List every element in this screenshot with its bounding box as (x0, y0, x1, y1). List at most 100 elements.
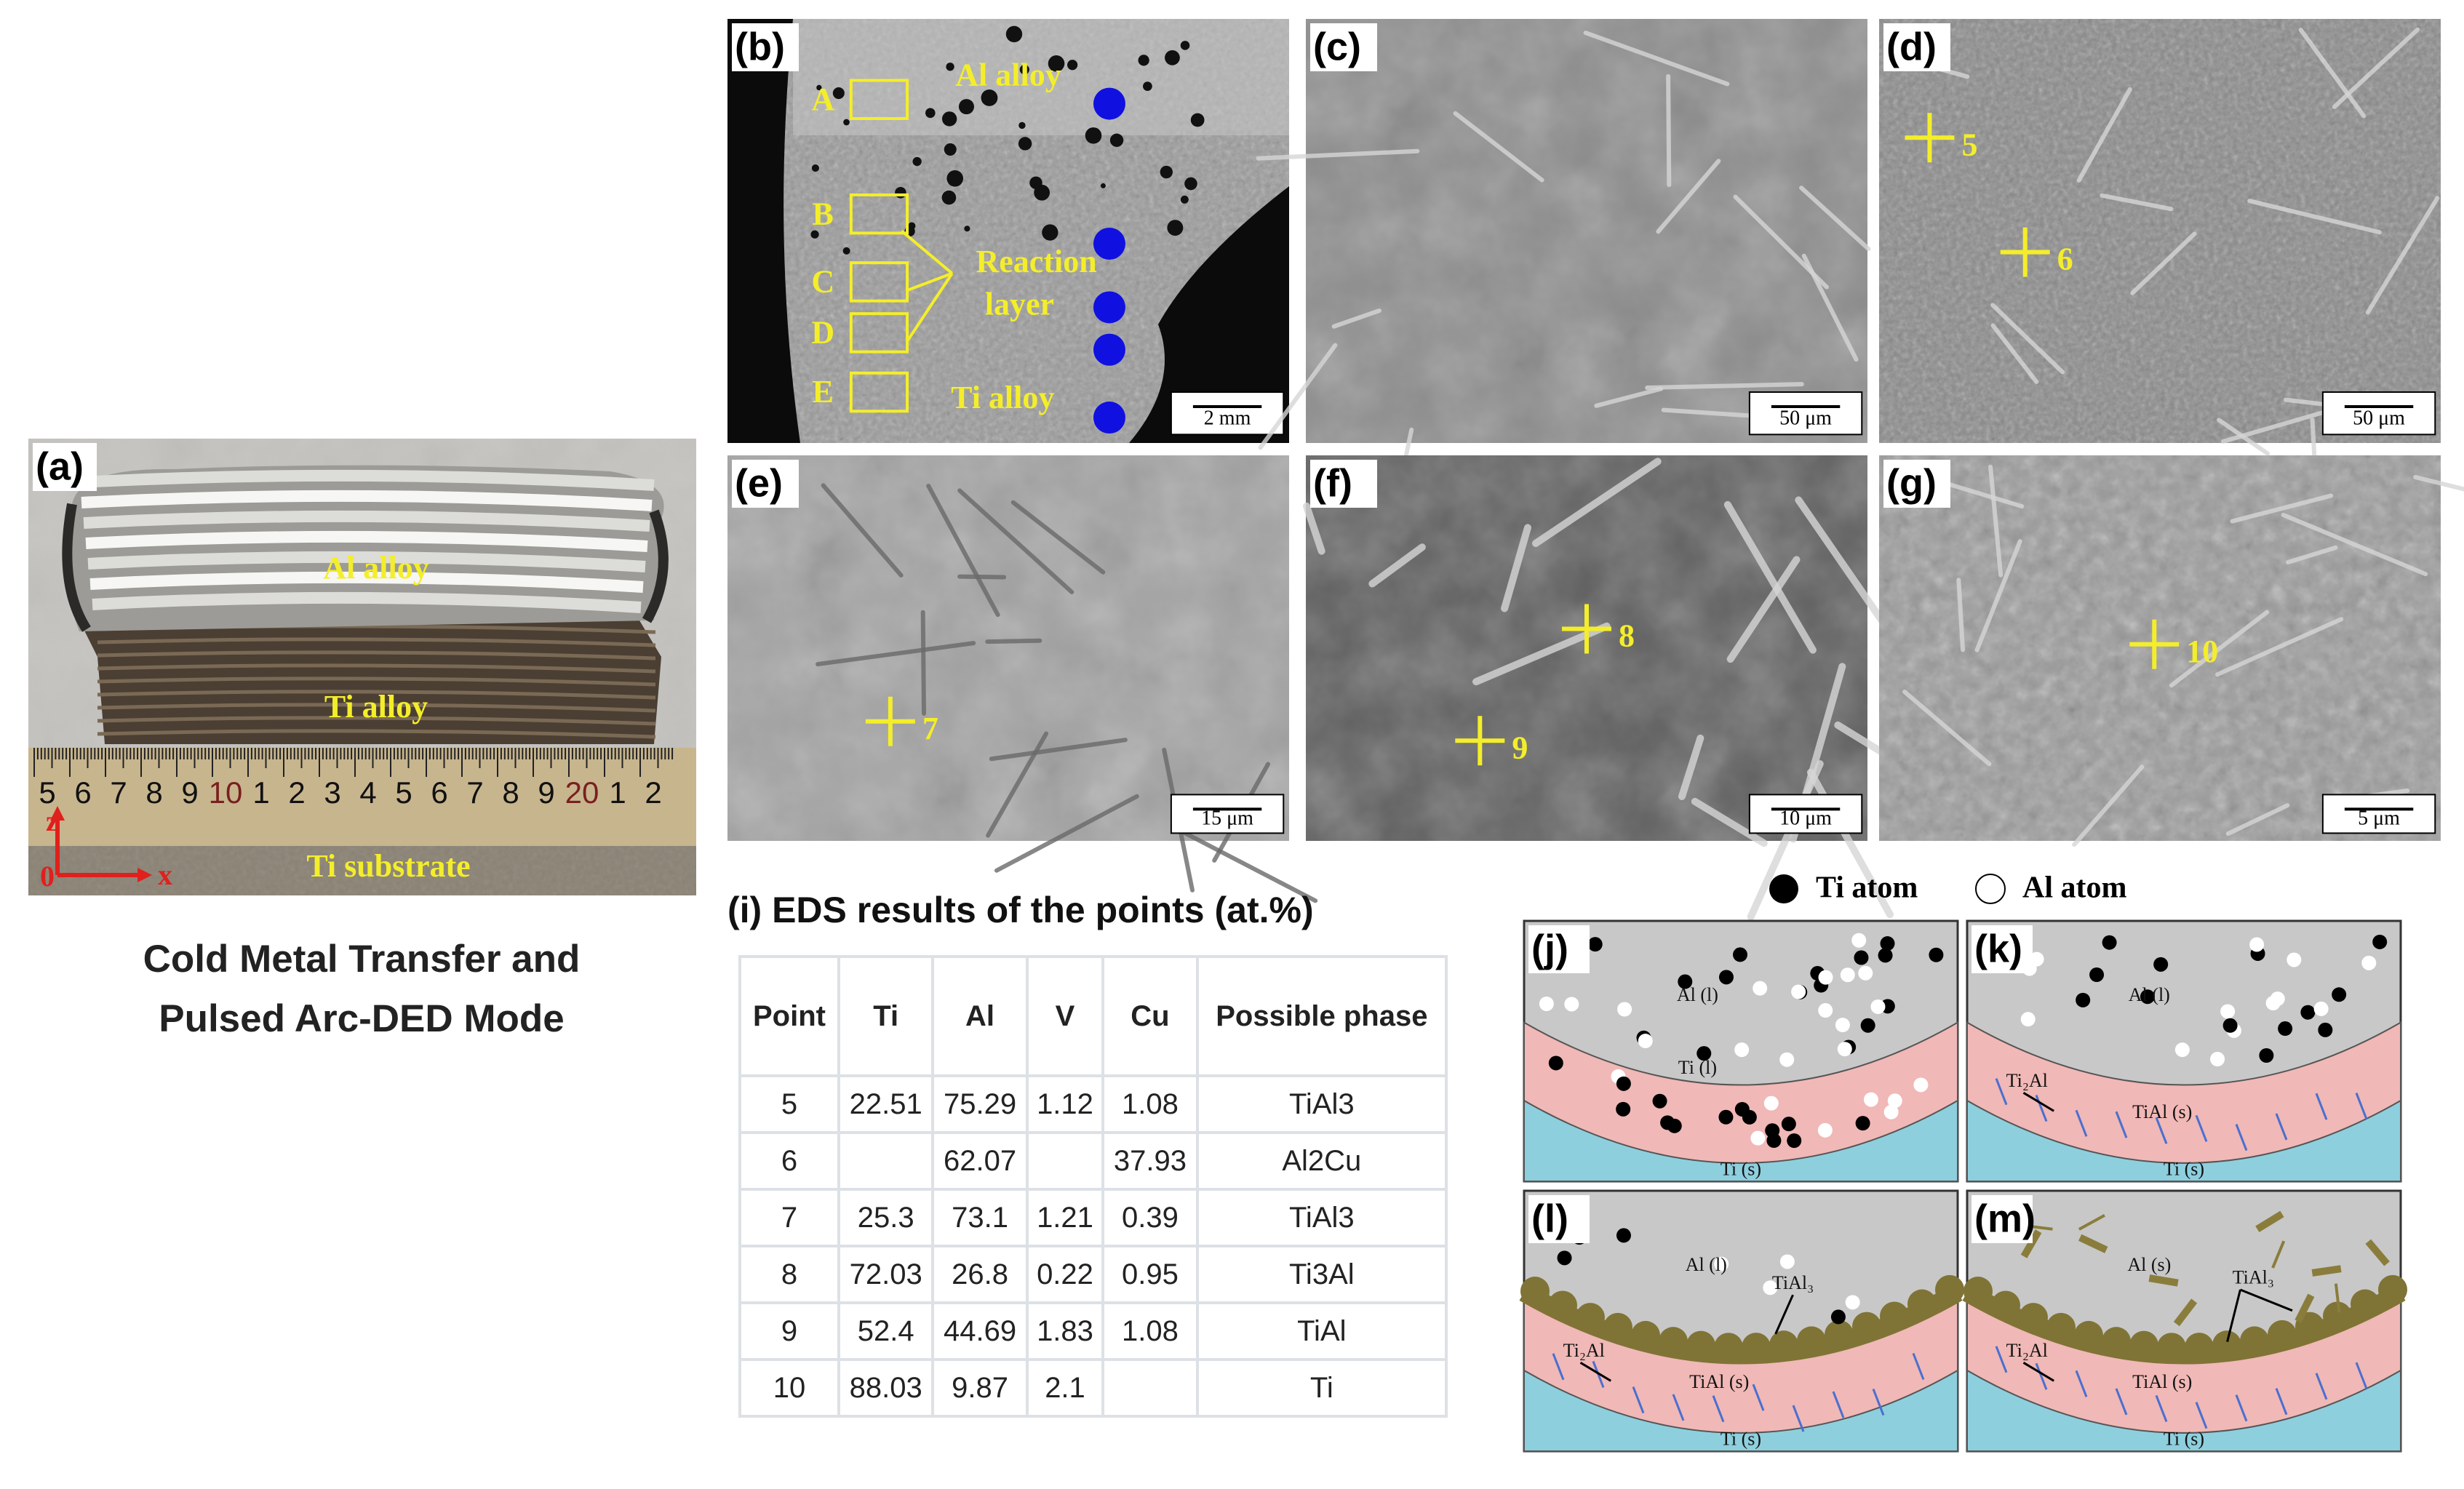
ti2al-needle (1672, 1394, 1685, 1421)
table-cell: 5 (738, 1074, 840, 1134)
ti2al-needle (2235, 1394, 2248, 1422)
header-cell: V (1025, 955, 1105, 1077)
phase-label: TiAl₃ (2233, 1267, 2274, 1288)
atom (2102, 935, 2117, 950)
panel-label-bg (1528, 925, 1590, 973)
pore (1165, 49, 1180, 65)
ruler-number: 5 (395, 775, 412, 810)
atom (1753, 981, 1768, 996)
atom (2372, 934, 2388, 949)
atom (1818, 1003, 1833, 1018)
tial3-grain (1880, 1301, 1909, 1331)
table-cell (1025, 1131, 1105, 1191)
ti2al-needle (2155, 1117, 2168, 1144)
phase-feature (1956, 578, 1966, 652)
atom (2278, 1021, 2293, 1037)
ti2al-needle (2235, 1124, 2248, 1151)
micrograph: 5 6 50 μm (d) (1879, 19, 2441, 488)
atom (1854, 950, 1869, 965)
phase-feature (985, 638, 1042, 644)
atom (1791, 984, 1806, 999)
ti-layer-line (97, 650, 656, 660)
phase-feature (2130, 231, 2197, 295)
atom (1787, 1133, 1802, 1149)
atom (1835, 1018, 1850, 1033)
eds-spot (1093, 291, 1125, 324)
ti2al-needle (1752, 1384, 1765, 1411)
schematic-panel: Al (l) TiAl₃ Ti₂Al TiAl (s) Ti (s) (l) (1519, 1189, 1964, 1453)
phase-feature (1179, 829, 1318, 903)
atom (2286, 952, 2302, 967)
tial3-needle (2255, 1210, 2284, 1232)
pore (944, 143, 957, 156)
ruler-number: 8 (502, 775, 519, 810)
atom (1858, 965, 1873, 981)
phase-feature (1368, 543, 1426, 588)
phase-feature (1583, 31, 1730, 87)
panel-label: (m) (1974, 1197, 2036, 1240)
al-layer (85, 530, 648, 552)
pore (908, 222, 916, 230)
ti-substrate (1966, 1099, 2401, 1182)
scale-bar-bg (2321, 794, 2436, 834)
legend-label: Al atom (2022, 871, 2126, 905)
layer-label: Ti alloy (324, 689, 428, 724)
ruler (28, 748, 696, 846)
micrograph-texture (727, 455, 1289, 841)
pore (1143, 81, 1152, 91)
atom (1860, 1018, 1875, 1033)
ti2al-needle (1832, 1391, 1845, 1418)
atom (2270, 991, 2285, 1007)
table-cell: 1.08 (1101, 1301, 1199, 1361)
pore (964, 225, 970, 232)
atom (1697, 1046, 1712, 1061)
ti2al-needle (2275, 1113, 2288, 1141)
tial3-needle (2334, 1283, 2341, 1313)
phase-feature (2217, 418, 2270, 456)
phase-label: Ti₂Al (1563, 1340, 1605, 1361)
atom (1734, 1101, 1750, 1117)
ti2al-needle (2115, 1388, 2128, 1416)
tial3-grain (2351, 1289, 2380, 1319)
ti2al-needle (2315, 1373, 2328, 1400)
ti-layer-line (97, 703, 656, 713)
al-layer (81, 490, 653, 511)
atom (1763, 1095, 1779, 1111)
arrowhead (50, 806, 152, 882)
atom (2318, 1022, 2333, 1037)
point-number: 7 (922, 711, 938, 746)
atom (2361, 955, 2377, 970)
table-cell: 44.69 (931, 1301, 1029, 1361)
pore (1005, 25, 1023, 43)
table-cell: Ti3Al (1195, 1245, 1448, 1304)
tial3-grain (1548, 1290, 1577, 1320)
atom (1539, 997, 1554, 1012)
table-row: 7 25.3 73.1 1.21 0.39 TiAl3 (738, 1188, 1448, 1248)
phase-feature (1799, 185, 1871, 252)
schematic-panel: Al (s) TiAl₃ Ti₂Al TiAl (s) Ti (s) (m) (1962, 1189, 2407, 1453)
table-cell: 88.03 (837, 1358, 935, 1418)
phase-feature (2076, 87, 2132, 183)
axis-label: x (158, 858, 172, 891)
panel-label-bg (33, 443, 97, 491)
table-cell: 1.21 (1025, 1188, 1105, 1248)
phase-feature (957, 488, 1074, 594)
phase-feature (1666, 73, 1672, 188)
tial3-grain (1603, 1312, 1632, 1342)
tial3-grain (1852, 1312, 1881, 1341)
table-cell: 1.83 (1025, 1301, 1105, 1361)
atom (2020, 1012, 2036, 1027)
tial3-grain (1631, 1320, 1660, 1350)
table-cell: 0.95 (1101, 1245, 1199, 1304)
atom (1781, 1117, 1796, 1132)
phase-feature (994, 794, 1139, 873)
phase-feature (1726, 556, 1801, 663)
mount-left (727, 19, 800, 443)
phase-feature (1974, 539, 2022, 652)
scale-bar-label: 2 mm (1204, 407, 1251, 429)
ti-layer-line (97, 676, 656, 687)
atom (1734, 1042, 1750, 1058)
axis-label: z (46, 805, 59, 837)
region-annotation: layer (985, 287, 1054, 322)
phase-feature (816, 641, 976, 667)
